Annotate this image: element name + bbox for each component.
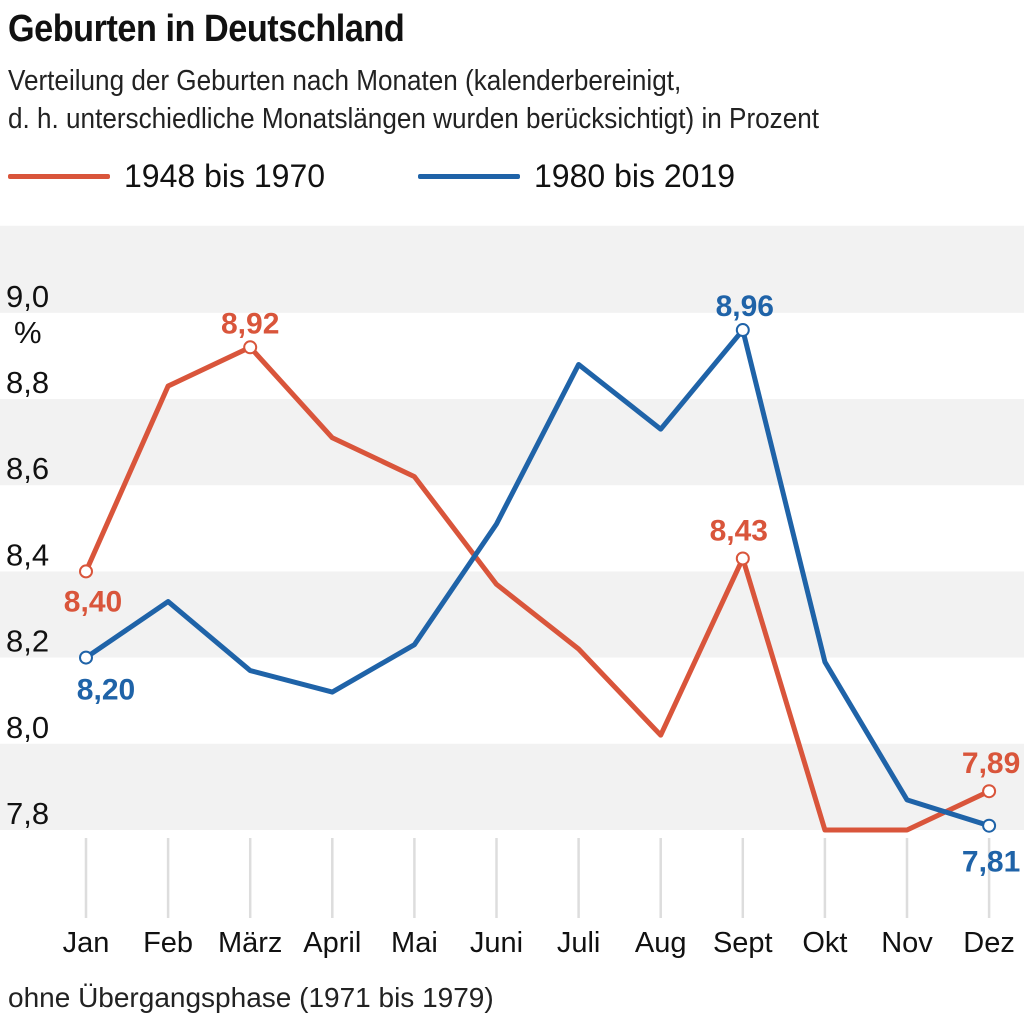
y-tick-label: 7,8 bbox=[6, 796, 49, 831]
legend-label-1948-1970: 1948 bis 1970 bbox=[124, 158, 326, 194]
grid-band bbox=[0, 571, 1024, 658]
legend-label-1980-2019: 1980 bis 2019 bbox=[534, 158, 736, 194]
data-label: 8,43 bbox=[710, 514, 768, 547]
series-line-0 bbox=[83, 344, 992, 833]
x-tick-label: Mai bbox=[391, 927, 438, 959]
y-tick-label: 8,2 bbox=[6, 624, 49, 659]
grid-band bbox=[0, 743, 1024, 830]
data-point-marker bbox=[79, 564, 93, 579]
y-tick-label: 8,0 bbox=[6, 710, 49, 745]
data-label: 7,89 bbox=[962, 747, 1020, 780]
x-tick-label: Jan bbox=[63, 927, 110, 959]
subtitle-line-1: Verteilung der Geburten nach Monaten (ka… bbox=[8, 65, 682, 97]
data-label: 8,20 bbox=[77, 674, 135, 707]
series-line-1 bbox=[83, 327, 992, 829]
chart-title: Geburten in Deutschland bbox=[8, 8, 405, 50]
data-label: 7,81 bbox=[962, 846, 1020, 879]
chart-subtitle: Verteilung der Geburten nach Monaten (ka… bbox=[8, 62, 819, 138]
y-tick-label: 8,4 bbox=[6, 537, 49, 572]
x-tick-label: März bbox=[218, 927, 282, 959]
data-label: 8,96 bbox=[716, 290, 774, 323]
line-chart: 9,0 8,8 8,6 8,4 8,2 8,0 7,8% Jan Feb März April Mai… bbox=[0, 225, 1024, 959]
y-tick-label: 8,6 bbox=[6, 451, 49, 486]
legend-swatch-1948-1970 bbox=[8, 174, 110, 179]
footnote: ohne Übergangsphase (1971 bis 1979) bbox=[8, 982, 494, 1013]
x-tick-label: April bbox=[303, 927, 361, 959]
y-tick-label: 9,0 bbox=[6, 279, 49, 314]
subtitle-line-2: d. h. unterschiedliche Monatslängen wurd… bbox=[8, 103, 820, 135]
data-point-marker bbox=[79, 650, 93, 665]
data-point-marker bbox=[982, 784, 997, 799]
data-label: 8,92 bbox=[221, 307, 279, 340]
grid-band bbox=[0, 399, 1024, 486]
legend: 1948 bis 1970 1980 bis 2019 bbox=[8, 158, 1008, 202]
x-tick-label: Dez bbox=[963, 927, 1015, 959]
data-point-marker bbox=[982, 818, 997, 833]
legend-item-1948-1970: 1948 bis 1970 bbox=[8, 158, 325, 195]
data-point-marker bbox=[735, 323, 750, 338]
data-point-marker bbox=[243, 340, 258, 355]
legend-item-1980-2019: 1980 bis 2019 bbox=[418, 158, 735, 195]
data-label: 8,40 bbox=[64, 585, 122, 618]
x-tick-label: Aug bbox=[635, 927, 687, 959]
x-tick-label: Nov bbox=[881, 927, 933, 959]
legend-swatch-1980-2019 bbox=[418, 174, 520, 179]
x-tick-label: Sept bbox=[713, 927, 773, 959]
data-point-marker bbox=[735, 551, 750, 566]
x-tick-label: Juni bbox=[470, 927, 523, 959]
grid-band bbox=[0, 225, 1024, 313]
y-unit-label: % bbox=[14, 315, 42, 350]
y-tick-label: 8,8 bbox=[6, 365, 49, 400]
x-tick-label: Juli bbox=[557, 927, 601, 959]
x-tick-label: Feb bbox=[143, 927, 193, 959]
x-tick-label: Okt bbox=[802, 927, 847, 959]
